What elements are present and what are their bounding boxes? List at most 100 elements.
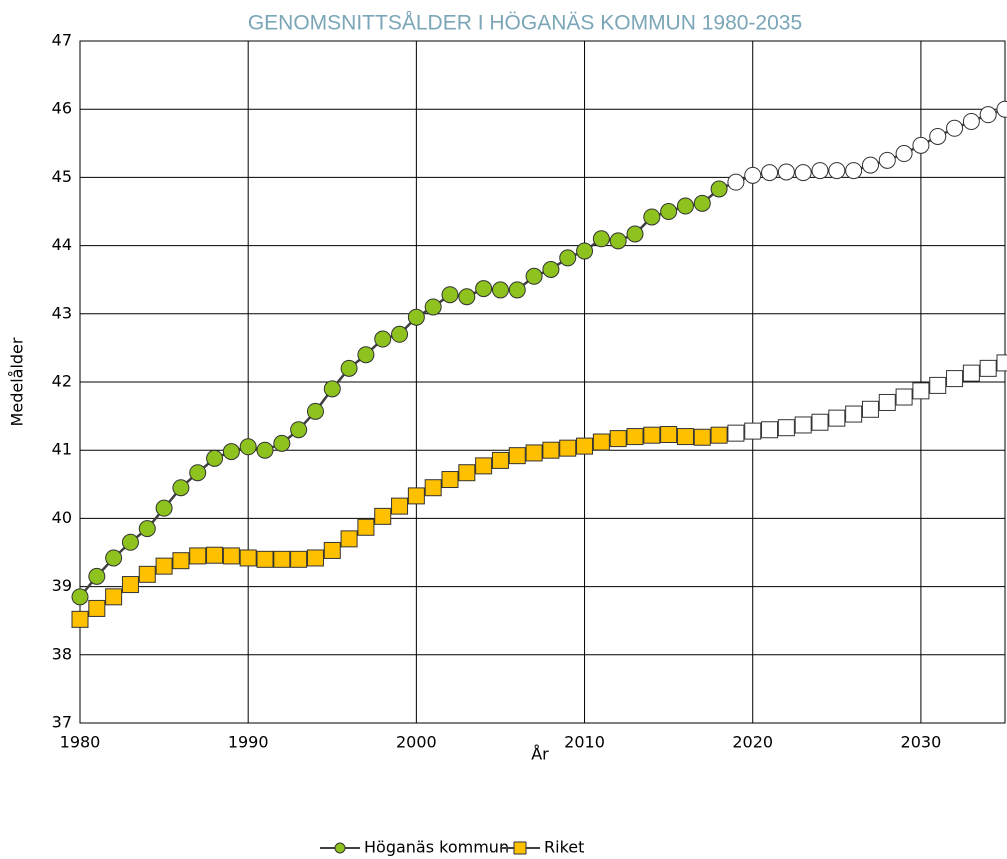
data-point	[929, 127, 947, 145]
x-tick-label: 1980	[60, 733, 101, 752]
data-point	[878, 393, 896, 411]
data-point	[979, 106, 997, 124]
x-tick-label: 2020	[732, 733, 773, 752]
y-tick-label: 38	[52, 644, 72, 663]
data-point	[559, 249, 577, 267]
data-point	[811, 413, 829, 431]
data-point	[491, 451, 509, 469]
y-tick-label: 47	[52, 31, 72, 50]
data-point	[458, 464, 476, 482]
data-point	[374, 507, 392, 525]
data-point	[592, 433, 610, 451]
data-point	[660, 426, 678, 444]
plot-border	[79, 40, 1006, 724]
data-point	[121, 533, 139, 551]
data-point	[845, 162, 863, 180]
data-point	[946, 119, 964, 137]
data-point	[306, 549, 324, 567]
data-point	[475, 457, 493, 475]
series-line	[79, 108, 1006, 598]
data-point	[222, 443, 240, 461]
data-point	[71, 588, 89, 606]
data-point	[643, 426, 661, 444]
data-point	[660, 203, 678, 220]
data-point	[761, 421, 779, 439]
data-point	[374, 330, 392, 348]
x-axis-label: År	[531, 745, 549, 764]
data-point	[222, 547, 240, 565]
data-point	[172, 479, 190, 497]
data-point	[912, 136, 930, 154]
data-point	[407, 308, 425, 326]
data-point	[643, 208, 661, 226]
y-tick-label: 44	[52, 235, 72, 254]
legend-label: Höganäs kommun	[364, 838, 509, 857]
data-point	[861, 156, 879, 174]
data-point	[239, 549, 257, 567]
x-tick-label: 1990	[228, 733, 269, 752]
data-point	[996, 100, 1007, 118]
data-point	[946, 370, 964, 388]
data-point	[929, 376, 947, 394]
data-point	[239, 438, 257, 456]
data-point	[407, 487, 425, 505]
data-point	[777, 419, 795, 437]
data-point	[71, 610, 89, 628]
y-tick-label: 42	[52, 372, 72, 391]
data-point	[727, 173, 745, 191]
data-point	[962, 364, 980, 382]
data-point	[88, 599, 106, 617]
data-point	[996, 354, 1007, 372]
x-tick-label: 2010	[564, 733, 605, 752]
data-point	[542, 260, 560, 278]
y-axis-label: Medelålder	[8, 337, 27, 426]
data-point	[458, 288, 476, 306]
data-point	[273, 550, 291, 568]
x-tick-label: 2000	[396, 733, 437, 752]
chart-title: GENOMSNITTSÅLDER I HÖGANÄS KOMMUN 1980-2…	[248, 12, 802, 35]
data-point	[189, 547, 207, 565]
data-point	[508, 447, 526, 465]
data-point	[256, 441, 274, 459]
data-point	[845, 405, 863, 423]
data-point	[323, 541, 341, 559]
data-point	[861, 400, 879, 418]
data-point	[491, 281, 509, 299]
data-point	[794, 164, 812, 182]
data-point	[525, 444, 543, 462]
data-point	[761, 164, 779, 182]
data-point	[508, 281, 526, 299]
data-point	[306, 402, 324, 420]
data-point	[121, 576, 139, 594]
data-point	[189, 464, 207, 482]
data-point	[88, 567, 106, 585]
data-point	[290, 550, 308, 568]
data-point	[710, 180, 728, 198]
data-point	[391, 497, 409, 515]
data-point	[693, 428, 711, 446]
data-point	[895, 388, 913, 406]
data-point	[676, 428, 694, 446]
data-point	[138, 520, 156, 538]
data-point	[576, 242, 594, 260]
data-point	[626, 428, 644, 446]
x-tick-label: 2030	[901, 733, 942, 752]
data-point	[424, 298, 442, 316]
legend-marker	[334, 842, 346, 854]
data-point	[340, 530, 358, 548]
data-point	[676, 197, 694, 215]
data-point	[256, 550, 274, 568]
legend-label: Riket	[544, 838, 584, 857]
data-point	[811, 162, 829, 180]
data-point	[206, 449, 224, 467]
data-point	[105, 588, 123, 606]
y-tick-label: 43	[52, 303, 72, 322]
data-point	[357, 346, 375, 364]
data-point	[525, 267, 543, 285]
data-point	[777, 163, 795, 181]
data-point	[609, 430, 627, 448]
data-point	[155, 499, 173, 517]
data-point	[357, 518, 375, 536]
data-point	[693, 194, 711, 212]
